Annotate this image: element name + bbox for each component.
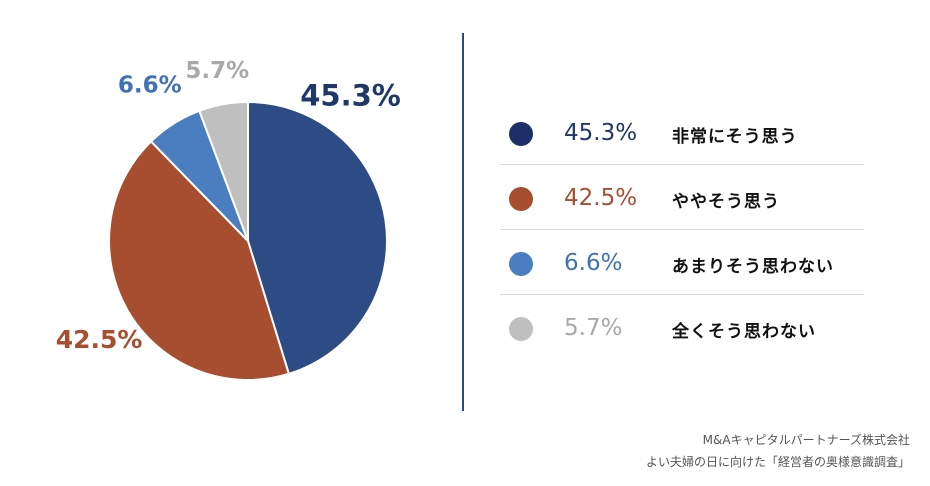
slice-value-label: 5.7%: [185, 58, 249, 84]
legend-label: あまりそう思わない: [672, 257, 834, 277]
legend-marker: [509, 252, 533, 276]
source-survey: よい夫婦の日に向けた「経営者の奥様意識調査」: [645, 455, 910, 469]
pie-slice: [108, 139, 291, 381]
pie-slice: [247, 100, 388, 376]
legend-value: 6.6%: [564, 250, 623, 276]
pie-slice: [198, 100, 249, 242]
legend-item: 42.5% ややそう思う: [500, 165, 864, 230]
legend-label: 非常にそう思う: [672, 127, 798, 147]
slice-value-label: 6.6%: [118, 73, 182, 99]
legend-item: 5.7% 全くそう思わない: [500, 295, 864, 359]
legend-marker: [509, 317, 533, 341]
slice-value-label: 42.5%: [56, 325, 143, 354]
source-company: M&Aキャピタルパートナーズ株式会社: [702, 433, 910, 447]
slice-value-label: 45.3%: [300, 78, 401, 112]
legend-marker: [509, 122, 533, 146]
legend-value: 45.3%: [564, 120, 638, 146]
legend-item: 6.6% あまりそう思わない: [500, 230, 864, 295]
source-note: M&Aキャピタルパートナーズ株式会社 よい夫婦の日に向けた「経営者の奥様意識調査…: [646, 429, 910, 473]
legend-marker: [509, 187, 533, 211]
pie-chart: 45.3% 42.5% 6.6%5.7%: [56, 58, 401, 381]
legend-value: 5.7%: [564, 315, 623, 341]
legend-label: ややそう思う: [672, 192, 780, 212]
legend-value: 42.5%: [564, 185, 638, 211]
legend-label: 全くそう思わない: [672, 322, 816, 342]
legend-item: 45.3% 非常にそう思う: [500, 100, 864, 165]
divider: [462, 33, 464, 411]
legend: 45.3% 非常にそう思う 42.5% ややそう思う 6.6% あまりそう思わな…: [500, 100, 864, 359]
